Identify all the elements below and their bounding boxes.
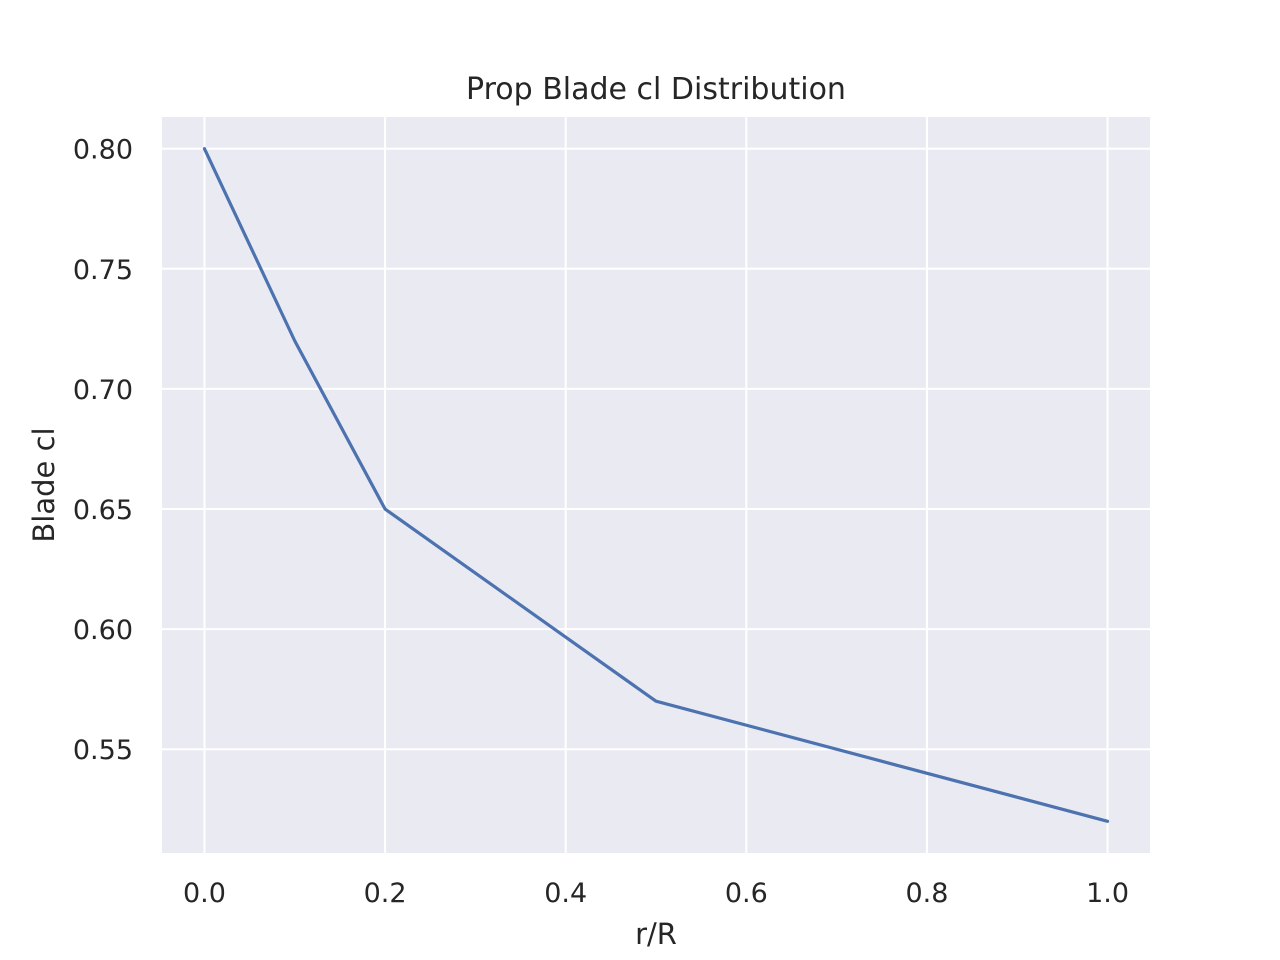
y-tick-label: 0.60 [73, 615, 133, 646]
y-tick-label: 0.80 [73, 135, 133, 166]
y-tick-labels: 0.55 0.60 0.65 0.70 0.75 0.80 [73, 135, 133, 767]
y-gridlines [162, 147, 1150, 751]
x-tick-labels: 0.0 0.2 0.4 0.6 0.8 1.0 [183, 878, 1129, 909]
series-line [202, 147, 1110, 823]
plot-background [162, 117, 1150, 853]
x-axis-label: r/R [635, 917, 677, 951]
y-axis-label: Blade cl [27, 427, 61, 542]
chart-title: Prop Blade cl Distribution [466, 72, 846, 107]
x-gridlines [203, 117, 1109, 853]
y-tick-label: 0.65 [73, 495, 133, 526]
x-tick-label: 0.8 [905, 878, 948, 909]
x-tick-label: 0.0 [183, 878, 226, 909]
y-tick-label: 0.70 [73, 375, 133, 406]
x-tick-label: 0.6 [725, 878, 768, 909]
x-tick-label: 1.0 [1086, 878, 1129, 909]
y-tick-label: 0.75 [73, 255, 133, 286]
x-tick-label: 0.2 [364, 878, 407, 909]
x-tick-label: 0.4 [544, 878, 587, 909]
y-tick-label: 0.55 [73, 735, 133, 766]
